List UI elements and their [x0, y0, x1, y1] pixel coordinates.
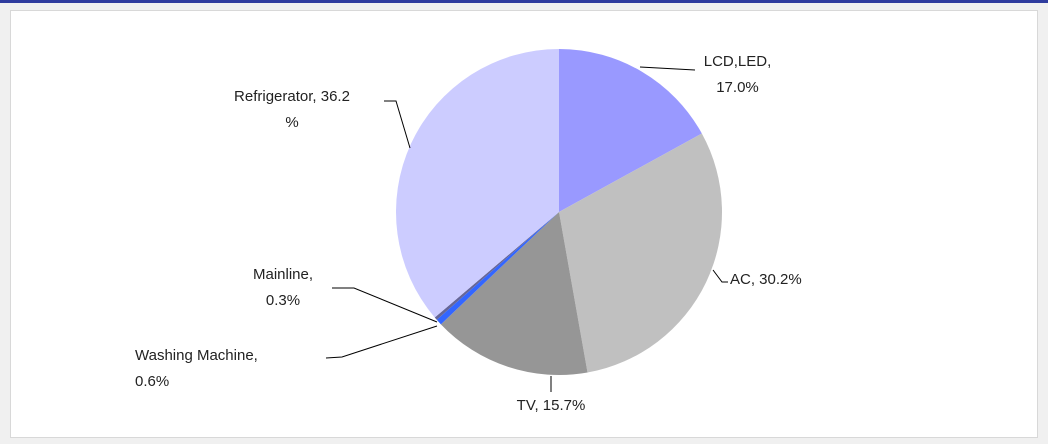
leader-line: [639, 66, 696, 71]
leader-line: [384, 100, 411, 149]
data-label: TV, 15.7%: [516, 397, 586, 414]
pie-slice: [436, 212, 559, 325]
leader-line: [332, 287, 438, 323]
top-border: [0, 0, 1048, 3]
data-label: AC, 30.2%: [730, 271, 802, 288]
pie-slice: [559, 133, 722, 373]
data-label: Mainline, 0.3%: [252, 266, 314, 309]
pie-slice: [440, 212, 588, 375]
data-label: Washing Machine, 0.6%: [135, 347, 258, 390]
pie-slice: [559, 49, 702, 212]
leader-line: [712, 269, 728, 283]
pie-slice: [396, 49, 559, 318]
leader-line: [325, 325, 438, 359]
data-label: LCD,LED, 17.0%: [703, 53, 772, 96]
pie-slice: [434, 212, 559, 320]
data-label: Refrigerator, 36.2 %: [234, 88, 350, 131]
